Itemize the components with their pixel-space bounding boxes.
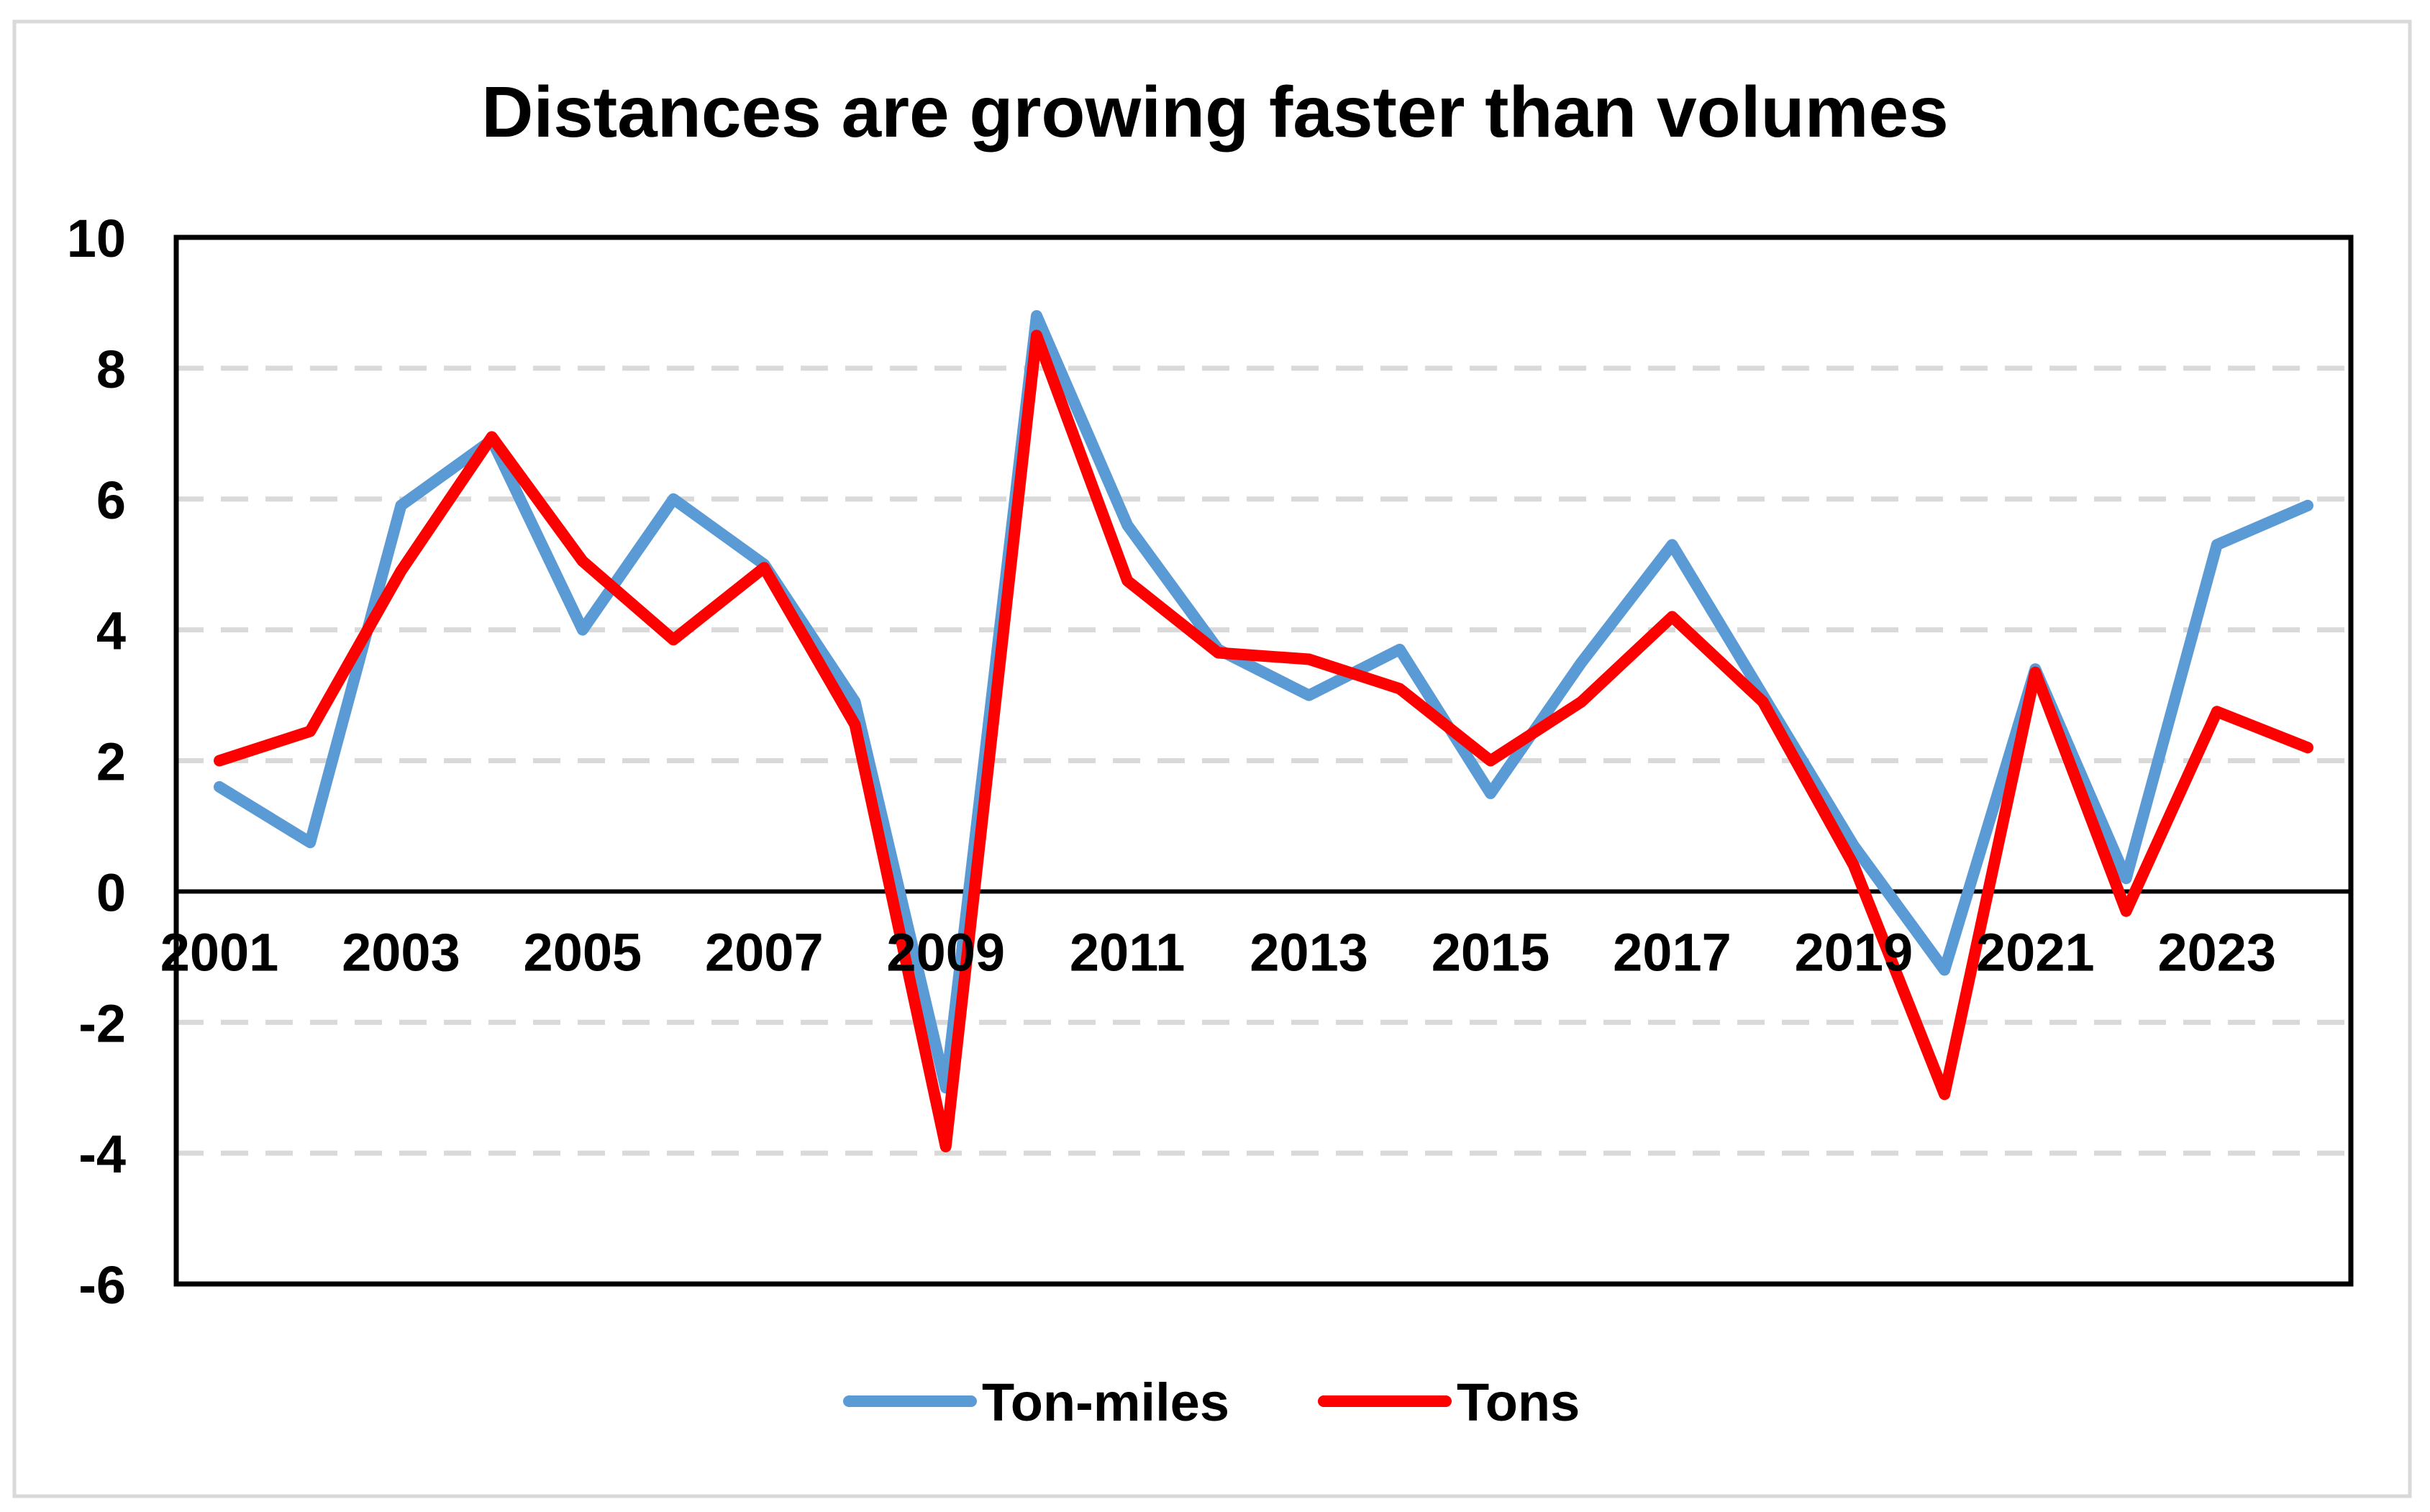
x-tick-label: 2005 <box>524 922 642 982</box>
legend-item-ton-miles: Ton-miles <box>843 1372 1229 1432</box>
legend-label: Tons <box>1457 1372 1580 1432</box>
gridlines <box>176 365 2351 1156</box>
chart-title: Distances are growing faster than volume… <box>481 72 1949 152</box>
y-tick-label: -6 <box>78 1255 126 1315</box>
y-tick-label: -4 <box>78 1124 126 1184</box>
legend-item-tons: Tons <box>1318 1372 1580 1432</box>
x-tick-label: 2017 <box>1613 922 1732 982</box>
x-tick-label: 2019 <box>1795 922 1913 982</box>
x-tick-label: 2007 <box>705 922 824 982</box>
y-tick-labels: -6 -4 -2 0 2 4 6 8 10 <box>67 209 126 1315</box>
legend-label: Ton-miles <box>982 1372 1229 1432</box>
x-tick-label: 2009 <box>886 922 1005 982</box>
y-tick-label: 10 <box>67 209 126 268</box>
series-lines <box>214 310 2313 1152</box>
y-tick-label: 8 <box>96 340 126 399</box>
y-tick-label: 6 <box>96 470 126 530</box>
y-tick-label: 4 <box>96 601 126 661</box>
x-tick-label: 2013 <box>1250 922 1368 982</box>
x-tick-label: 2023 <box>2157 922 2276 982</box>
y-tick-label: 2 <box>96 732 126 792</box>
series-line-tons <box>214 329 2313 1152</box>
y-tick-label: 0 <box>96 862 126 922</box>
x-tick-label: 2015 <box>1432 922 1550 982</box>
x-tick-label: 2001 <box>160 922 279 982</box>
legend: Ton-miles Tons <box>843 1372 1580 1432</box>
x-tick-label: 2011 <box>1070 922 1186 982</box>
y-tick-label: -2 <box>78 993 126 1053</box>
x-tick-label: 2021 <box>1976 922 2095 982</box>
plot-area-border <box>173 234 2354 1287</box>
x-tick-label: 2003 <box>342 922 460 982</box>
series-line-ton-miles <box>214 310 2313 1094</box>
x-tick-labels: 2001 2003 2005 2007 2009 2011 2013 2015 2017 2019… <box>160 922 2276 982</box>
